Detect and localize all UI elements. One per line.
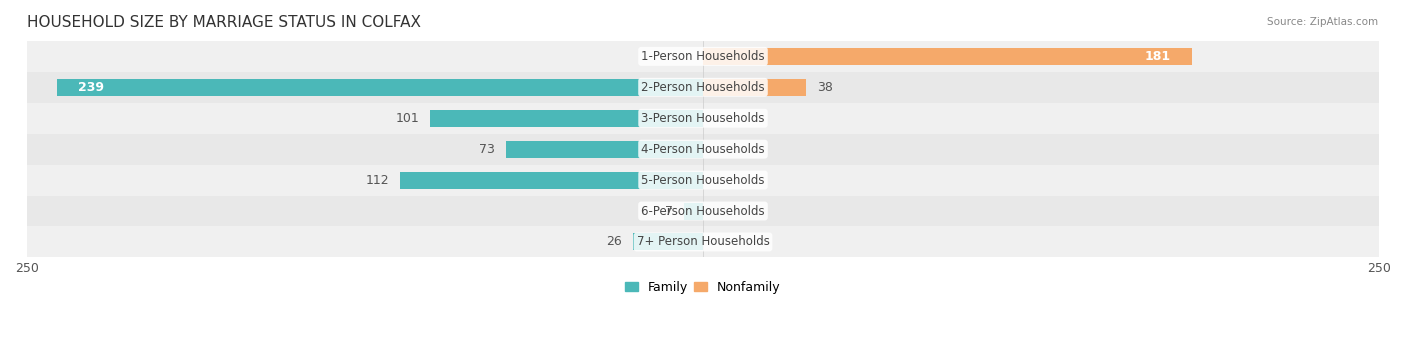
Legend: Family, Nonfamily: Family, Nonfamily: [620, 276, 786, 299]
Text: 112: 112: [366, 174, 389, 187]
Bar: [56, 79, 703, 96]
Text: 7: 7: [665, 205, 673, 218]
Bar: [703, 79, 806, 96]
Text: 38: 38: [817, 81, 832, 94]
Bar: [27, 103, 1379, 134]
Bar: [685, 203, 703, 220]
Text: 73: 73: [479, 143, 495, 155]
Bar: [401, 172, 703, 189]
Text: 2-Person Households: 2-Person Households: [641, 81, 765, 94]
Text: 239: 239: [79, 81, 104, 94]
Bar: [27, 41, 1379, 72]
Bar: [27, 134, 1379, 165]
Bar: [27, 226, 1379, 257]
Bar: [27, 165, 1379, 196]
Bar: [430, 110, 703, 127]
Text: 6-Person Households: 6-Person Households: [641, 205, 765, 218]
Text: 1-Person Households: 1-Person Households: [641, 50, 765, 63]
Bar: [703, 48, 1192, 65]
Text: 7+ Person Households: 7+ Person Households: [637, 236, 769, 249]
Text: 4-Person Households: 4-Person Households: [641, 143, 765, 155]
Bar: [27, 72, 1379, 103]
Text: 3-Person Households: 3-Person Households: [641, 112, 765, 125]
Text: 101: 101: [395, 112, 419, 125]
Text: 181: 181: [1144, 50, 1171, 63]
Bar: [506, 140, 703, 158]
Text: 5-Person Households: 5-Person Households: [641, 174, 765, 187]
Bar: [633, 234, 703, 251]
Text: 26: 26: [606, 236, 621, 249]
Bar: [27, 196, 1379, 226]
Text: HOUSEHOLD SIZE BY MARRIAGE STATUS IN COLFAX: HOUSEHOLD SIZE BY MARRIAGE STATUS IN COL…: [27, 15, 420, 30]
Text: Source: ZipAtlas.com: Source: ZipAtlas.com: [1267, 17, 1378, 27]
